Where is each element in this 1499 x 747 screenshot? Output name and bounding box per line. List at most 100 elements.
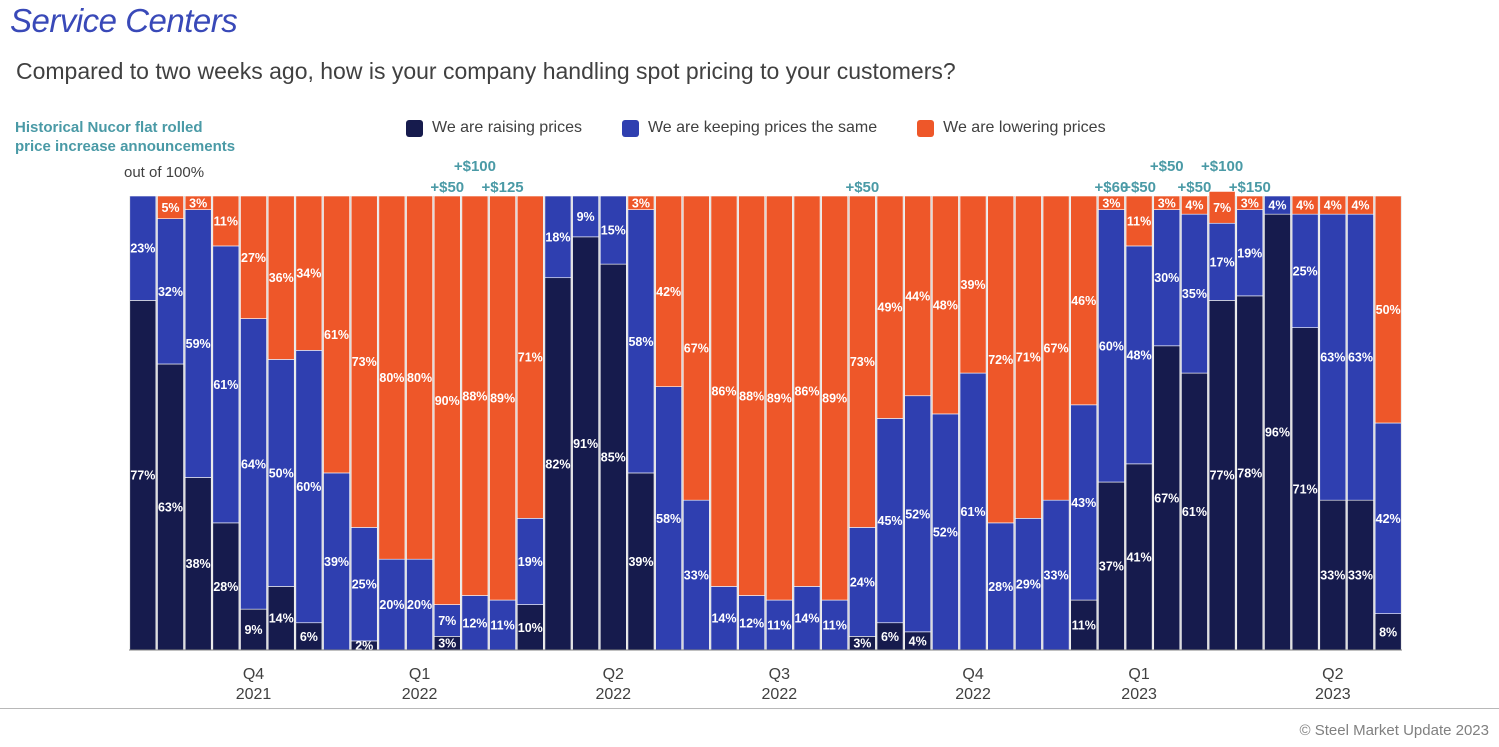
data-label-lowering-1: 5% [161, 201, 179, 215]
data-label-same-33: 33% [1044, 569, 1069, 583]
data-label-same-25: 11% [823, 619, 847, 633]
bar-lowering-1 [157, 195, 184, 220]
bar-same-0 [129, 195, 157, 301]
bar-same-25 [821, 599, 849, 651]
data-label-lowering-14: 71% [518, 351, 543, 365]
bar-raising-18 [627, 472, 655, 651]
data-label-lowering-39: 7% [1213, 201, 1231, 215]
bar-same-10 [406, 558, 433, 651]
quarter-label-1: Q1 [409, 666, 430, 683]
bar-lowering-38 [1181, 195, 1208, 215]
bar-lowering-8 [350, 195, 378, 528]
data-label-lowering-4: 27% [241, 251, 266, 265]
nucor-announcement-0: +$50 [430, 179, 464, 196]
quarter-label-4: Q4 [962, 666, 983, 683]
bar-lowering-10 [406, 195, 433, 560]
nucor-announcement-9: +$150 [1229, 179, 1271, 196]
data-label-lowering-36: 11% [1127, 214, 1151, 228]
data-label-lowering-7: 61% [324, 328, 349, 342]
bar-same-4 [240, 318, 267, 610]
bar-same-31 [987, 522, 1015, 651]
data-label-raising-8: 2% [355, 639, 373, 653]
data-label-raising-11: 3% [438, 637, 456, 651]
bar-lowering-9 [378, 195, 406, 560]
data-label-raising-36: 41% [1127, 550, 1152, 564]
data-label-same-11: 7% [438, 614, 456, 628]
data-label-same-2: 59% [186, 337, 211, 351]
data-label-same-29: 52% [933, 525, 958, 539]
nucor-announcement-7: +$50 [1178, 179, 1212, 196]
bar-lowering-35 [1098, 195, 1125, 210]
bar-same-29 [932, 413, 959, 651]
legend-swatch-same [621, 119, 639, 137]
data-label-lowering-30: 39% [961, 278, 986, 292]
bar-same-40 [1236, 209, 1264, 297]
data-label-raising-28: 4% [909, 634, 927, 648]
data-label-lowering-25: 89% [822, 392, 847, 406]
bar-same-39 [1208, 222, 1236, 301]
bar-raising-40 [1236, 295, 1264, 651]
bar-lowering-27 [876, 195, 904, 419]
data-label-lowering-40: 3% [1241, 196, 1259, 210]
nucor-announcement-1: +$100 [454, 158, 496, 175]
data-label-lowering-23: 89% [767, 392, 792, 406]
data-label-same-35: 60% [1099, 339, 1124, 353]
data-label-same-17: 15% [601, 224, 626, 238]
nucor-announcement-8: +$100 [1201, 158, 1243, 175]
data-label-same-23: 11% [767, 619, 791, 633]
quarter-year-5: 2023 [1121, 686, 1157, 703]
bar-raising-6 [295, 622, 323, 651]
legend: We are raising prices We are keeping pri… [406, 119, 1146, 137]
bar-lowering-37 [1153, 195, 1181, 210]
legend-swatch-raising [406, 119, 423, 137]
bar-raising-17 [599, 263, 627, 651]
bar-same-13 [489, 599, 516, 651]
data-label-lowering-45: 50% [1376, 303, 1401, 317]
data-label-same-9: 20% [379, 598, 404, 612]
data-label-lowering-43: 4% [1324, 199, 1342, 213]
data-label-lowering-31: 72% [988, 353, 1013, 367]
bar-lowering-39 [1208, 191, 1236, 224]
data-label-same-7: 39% [324, 555, 349, 569]
nucor-announcement-6: +$50 [1150, 158, 1184, 175]
data-label-lowering-24: 86% [794, 385, 819, 399]
bar-same-37 [1153, 209, 1181, 347]
data-label-same-44: 63% [1348, 351, 1373, 365]
data-label-lowering-19: 42% [656, 285, 681, 299]
bar-raising-44 [1347, 499, 1374, 651]
bar-same-28 [904, 395, 932, 633]
data-label-same-32: 29% [1016, 578, 1041, 592]
data-label-raising-37: 67% [1154, 491, 1179, 505]
data-label-raising-26: 3% [853, 637, 871, 651]
data-label-same-19: 58% [656, 512, 681, 526]
data-label-same-30: 61% [961, 505, 986, 519]
data-label-lowering-8: 73% [352, 355, 377, 369]
bar-same-19 [655, 386, 682, 651]
legend-item-same: We are keeping prices the same [621, 119, 877, 137]
data-label-lowering-12: 88% [462, 389, 487, 403]
bar-same-11 [433, 604, 461, 637]
data-label-same-12: 12% [462, 616, 487, 630]
data-label-raising-38: 61% [1182, 505, 1207, 519]
data-label-same-20: 33% [684, 569, 709, 583]
chart-title: Service Centers [10, 2, 238, 39]
bar-same-16 [572, 195, 599, 238]
data-label-lowering-9: 80% [379, 371, 404, 385]
quarter-year-6: 2023 [1315, 686, 1351, 703]
data-label-lowering-13: 89% [490, 392, 515, 406]
data-label-raising-18: 39% [628, 555, 653, 569]
data-label-same-34: 43% [1071, 496, 1096, 510]
bar-lowering-6 [295, 195, 323, 351]
bar-lowering-14 [516, 195, 544, 519]
bar-raising-43 [1319, 499, 1347, 651]
data-label-lowering-5: 36% [269, 271, 294, 285]
data-label-lowering-2: 3% [189, 196, 207, 210]
data-label-lowering-10: 80% [407, 371, 432, 385]
data-label-raising-14: 10% [518, 621, 543, 635]
bar-raising-14 [516, 604, 544, 651]
bar-lowering-29 [932, 195, 959, 415]
data-label-same-13: 11% [490, 619, 514, 633]
bar-same-42 [1291, 213, 1319, 328]
quarter-year-3: 2022 [762, 686, 798, 703]
data-label-lowering-20: 67% [684, 342, 709, 356]
